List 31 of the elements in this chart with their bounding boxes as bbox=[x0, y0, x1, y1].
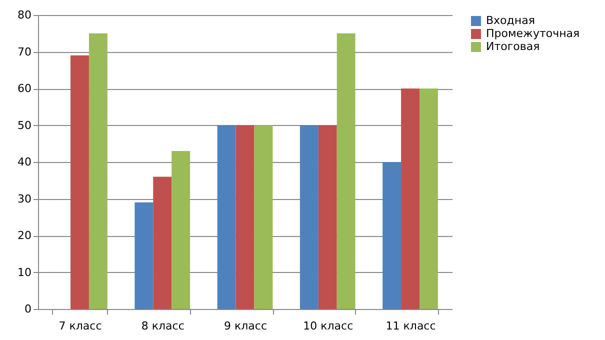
bar bbox=[300, 125, 318, 309]
y-tick-label: 60 bbox=[18, 82, 32, 95]
legend-label: Промежуточная bbox=[486, 27, 580, 40]
x-tick-label: 8 класс bbox=[141, 320, 184, 332]
x-tick-label: 10 класс bbox=[303, 320, 354, 332]
y-tick-label: 20 bbox=[18, 229, 32, 242]
bar bbox=[236, 125, 254, 309]
y-tick-label: 10 bbox=[18, 266, 32, 279]
bar bbox=[70, 55, 89, 309]
bar bbox=[172, 150, 190, 309]
x-tick-label: 9 класс bbox=[224, 320, 268, 332]
y-tick-label: 30 bbox=[18, 192, 32, 206]
legend-label: Входная bbox=[486, 14, 535, 27]
bar bbox=[419, 88, 438, 309]
bar bbox=[401, 88, 420, 309]
x-tick-label: 7 класс bbox=[58, 320, 102, 332]
y-tick-label: 40 bbox=[18, 156, 32, 168]
x-tick-label: 11 класс bbox=[386, 320, 436, 332]
bar bbox=[153, 176, 172, 309]
bar bbox=[336, 33, 356, 309]
y-tick-label: 70 bbox=[18, 45, 32, 58]
y-tick-label: 50 bbox=[18, 118, 32, 132]
bar bbox=[382, 162, 402, 309]
bar bbox=[318, 125, 337, 309]
bar bbox=[88, 33, 108, 309]
bar bbox=[217, 125, 236, 309]
legend-label: Итоговая bbox=[486, 40, 540, 53]
y-tick-label: 0 bbox=[24, 302, 32, 316]
bar bbox=[254, 125, 273, 309]
y-tick-label: 80 bbox=[18, 8, 32, 22]
bar bbox=[134, 202, 154, 309]
